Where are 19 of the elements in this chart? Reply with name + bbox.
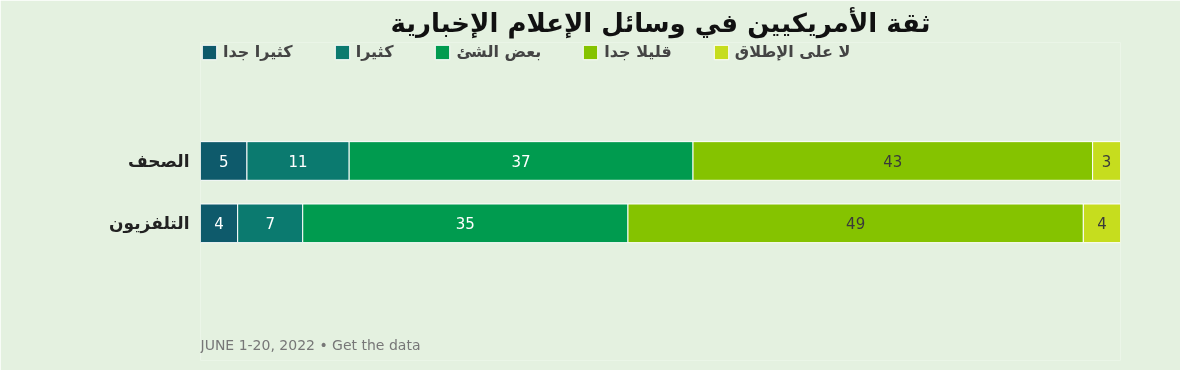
- legend-label: بعض الشئ: [456, 42, 542, 61]
- data-label: 11: [288, 152, 308, 171]
- data-label: 43: [883, 152, 903, 171]
- legend-label: كثيرا جدا: [223, 42, 293, 61]
- data-label: 37: [511, 152, 531, 171]
- data-label: 35: [455, 215, 475, 234]
- data-label: 4: [1097, 215, 1107, 234]
- data-label: 5: [218, 152, 229, 171]
- y-tick-label: التلفزيون: [109, 213, 190, 235]
- data-label: 49: [846, 215, 866, 234]
- data-label: 3: [1101, 152, 1112, 171]
- data-label: 4: [214, 215, 224, 234]
- legend-label: لا على الإطلاق: [734, 42, 851, 61]
- legend-label: قليلا جدا: [604, 42, 672, 61]
- legend-label: كثيرا: [355, 42, 394, 61]
- text: JUNE 1-20, 2022 • Get the data: [199, 336, 421, 353]
- chart-title: ثقة الأمريكيين في وسائل الإعلام الإخبارية: [390, 6, 931, 39]
- y-tick-label: الصحف: [128, 150, 190, 171]
- data-label: 7: [265, 215, 275, 234]
